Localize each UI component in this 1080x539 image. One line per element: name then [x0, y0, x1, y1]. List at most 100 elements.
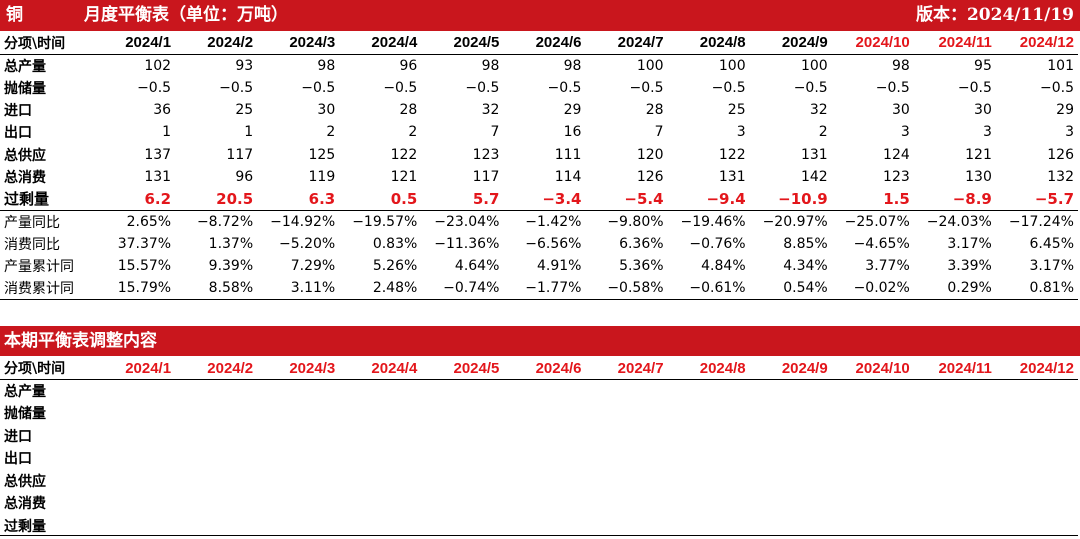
table-cell: 4.91%: [536, 258, 582, 275]
table-cell: 30: [891, 102, 910, 119]
table-cell: 消费同比: [4, 236, 60, 253]
table-cell: 0.54%: [749, 277, 832, 301]
table-cell: 2024/2: [175, 32, 258, 55]
table-cell: 总消费: [4, 496, 46, 513]
table-cell: 0.29%: [913, 277, 996, 301]
table-cell: 28: [645, 102, 664, 119]
table-cell: 2.48%: [339, 277, 422, 301]
table-row: 出口 1 1 2 2 7 16 7 3 2 3 3 3: [0, 121, 1078, 143]
table-cell: 2024/1: [93, 357, 176, 380]
table-cell: 2: [818, 124, 828, 141]
empty-cell: [93, 447, 175, 470]
table-cell: 29: [563, 102, 582, 119]
table-cell: 出口: [4, 125, 32, 142]
table-cell: 1: [162, 124, 172, 141]
empty-cell: [914, 515, 996, 538]
table-cell: 总消费: [4, 169, 46, 186]
table-cell: 2024/11: [913, 357, 996, 380]
table-cell: 2: [408, 124, 418, 141]
table-cell: 1.5: [831, 188, 914, 211]
month-header-row: 分项\时间 2024/1 2024/2 2024/3 2024/4 2024/5 2024/…: [0, 32, 1078, 55]
empty-cell: [750, 402, 832, 425]
table-cell: 137: [144, 146, 172, 163]
empty-cell: [257, 515, 339, 538]
empty-cell: [996, 447, 1078, 470]
empty-cell: [832, 380, 914, 403]
table-cell: 3.17%: [1029, 258, 1074, 275]
table-cell: 95: [974, 57, 992, 74]
table-cell: 15.57%: [117, 258, 172, 275]
table-cell: 2024/11: [913, 32, 996, 55]
empty-cell: [421, 425, 503, 448]
table-cell: 2: [326, 124, 336, 141]
table-cell: 6.45%: [1029, 235, 1074, 252]
empty-cell: [175, 380, 257, 403]
table-row: 出口: [0, 447, 1078, 470]
table-cell: 125: [308, 146, 336, 163]
table-cell: 131: [144, 168, 172, 185]
table-cell: 2.65%: [126, 213, 172, 230]
table-cell: 4.34%: [783, 258, 828, 275]
table-row: 进口: [0, 425, 1078, 448]
table-cell: 122: [390, 146, 418, 163]
table-cell: −0.5: [711, 79, 746, 96]
table-cell: −0.5: [219, 79, 254, 96]
table-cell: 2024/4: [339, 357, 422, 380]
table-cell: −0.02%: [831, 277, 914, 301]
empty-cell: [175, 425, 257, 448]
empty-cell: [503, 447, 585, 470]
empty-cell: [585, 515, 667, 538]
table-cell: 101: [1047, 57, 1074, 74]
table-cell: −5.7: [995, 188, 1078, 211]
empty-cell: [668, 380, 750, 403]
table-row: 产量同比 2.65% −8.72% −14.92% −19.57% −23.04% −1.4…: [0, 210, 1078, 232]
table-cell: −9.80%: [607, 213, 664, 230]
table-cell: 98: [481, 57, 500, 74]
table-cell: 2024/7: [585, 357, 668, 380]
table-cell: 123: [472, 146, 500, 163]
empty-cell: [93, 402, 175, 425]
table-cell: −0.61%: [667, 277, 750, 301]
empty-cell: [339, 492, 421, 515]
empty-cell: [175, 492, 257, 515]
table-cell: 2024/3: [257, 357, 340, 380]
table-cell: 总产量: [4, 58, 46, 75]
empty-cell: [914, 425, 996, 448]
adjust-table: 分项\时间 2024/1 2024/2 2024/3 2024/4 2024/5 2024/…: [0, 357, 1078, 537]
table-cell: 2024/7: [585, 32, 668, 55]
empty-cell: [503, 402, 585, 425]
table-cell: −5.4: [585, 188, 668, 211]
empty-cell: [585, 380, 667, 403]
empty-cell: [585, 447, 667, 470]
empty-cell: [668, 425, 750, 448]
table-cell: −14.92%: [270, 213, 336, 230]
table-cell: 9.39%: [208, 258, 254, 275]
table-cell: 抛储量: [4, 406, 46, 423]
table-cell: 8.58%: [175, 277, 258, 301]
version-label: 版本：2024/11/19: [915, 5, 1074, 25]
table-cell: 120: [636, 146, 664, 163]
table-cell: 5.36%: [619, 258, 664, 275]
table-cell: 2024/6: [503, 357, 586, 380]
table-cell: 2024/9: [749, 357, 832, 380]
table-cell: 7: [490, 124, 500, 141]
table-cell: 132: [1047, 168, 1074, 185]
table-cell: 122: [718, 146, 746, 163]
table-cell: −6.56%: [525, 235, 582, 252]
empty-cell: [339, 447, 421, 470]
table-cell: 总供应: [4, 473, 46, 490]
table-cell: 32: [481, 102, 500, 119]
table-cell: 过剩量: [4, 518, 46, 535]
empty-cell: [503, 380, 585, 403]
table-row: 总消费 131 96 119 121 117 114 126 131 142 123 130 132: [0, 166, 1078, 188]
empty-cell: [585, 425, 667, 448]
table-cell: 126: [636, 168, 664, 185]
table-cell: 30: [974, 102, 992, 119]
table-row: 抛储量 −0.5 −0.5 −0.5 −0.5 −0.5 −0.5 −0.5 −0.5 −0.5 −…: [0, 77, 1078, 99]
empty-cell: [914, 402, 996, 425]
table-cell: 1.37%: [208, 235, 254, 252]
table-cell: 总产量: [4, 384, 46, 400]
table-cell: 2024/10: [831, 357, 914, 380]
table-cell: 8.85%: [783, 235, 828, 252]
empty-cell: [996, 515, 1078, 538]
